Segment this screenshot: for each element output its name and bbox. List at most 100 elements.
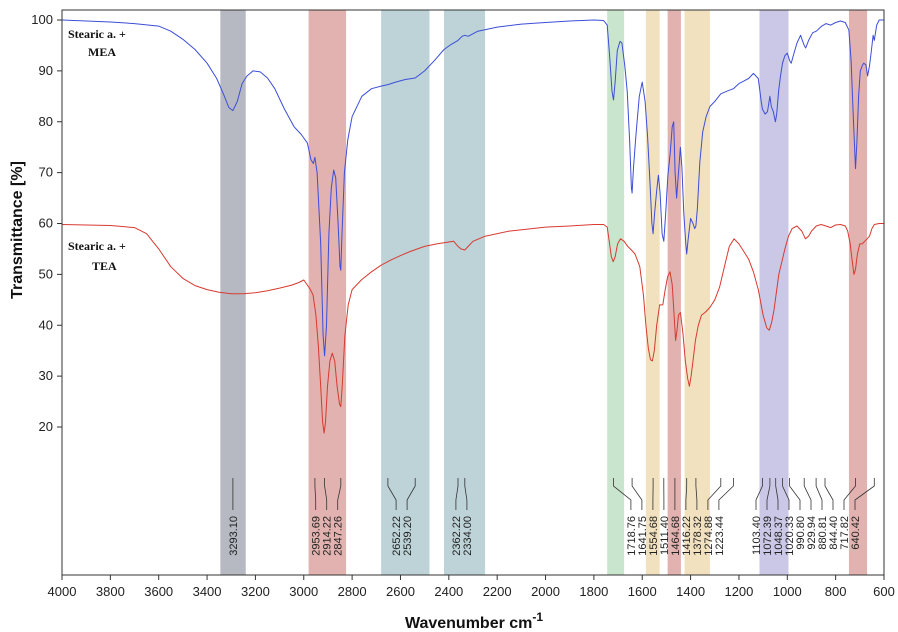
peak-label: 1554.68 [648, 516, 660, 556]
peak-label: 2914.22 [322, 516, 334, 556]
peak-label: 1103.40 [751, 516, 763, 555]
peak-leader-line [854, 478, 875, 510]
x-tick-label: 3200 [241, 584, 270, 599]
series-line-tea [61, 223, 884, 434]
series-label-tea-line1: Stearic a. + [68, 239, 126, 253]
x-tick-label: 1000 [773, 584, 802, 599]
peak-label: 1274.88 [703, 516, 715, 556]
x-axis-title-text: Wavenumber cm [405, 615, 532, 632]
peak-label: 1072.39 [762, 516, 774, 556]
peak-label: 717.82 [839, 516, 851, 550]
highlight-band [667, 10, 681, 575]
peak-leader-line [314, 478, 317, 510]
y-tick-label: 90 [39, 63, 53, 78]
highlight-band [443, 10, 486, 575]
peak-leader-line [755, 478, 763, 510]
highlight-band [607, 10, 625, 575]
peak-label: 1416.22 [681, 516, 693, 556]
peak-label: 2953.69 [311, 516, 323, 556]
series-label-tea-line2: TEA [92, 259, 117, 273]
highlight-band [381, 10, 430, 575]
peak-leader-line [685, 478, 688, 510]
highlight-bands [220, 10, 868, 575]
peak-label: 2539.20 [402, 516, 414, 556]
peak-label: 844.40 [828, 516, 840, 550]
peak-label: 2362.22 [451, 516, 463, 556]
series-line-mea [61, 19, 884, 357]
peak-label: 1511.40 [659, 516, 671, 555]
x-tick-label: 4000 [48, 584, 77, 599]
peak-leader-line [775, 478, 779, 510]
series-label-mea-line2: MEA [88, 45, 116, 59]
x-tick-label: 1800 [579, 584, 608, 599]
peak-label: 1641.75 [637, 516, 649, 556]
x-tick-label: 2400 [434, 584, 463, 599]
peak-leader-line [824, 478, 834, 510]
peak-leader-line [766, 478, 771, 510]
x-axis-title: Wavenumber cm-1 [405, 610, 543, 632]
peak-leader-line [631, 478, 643, 510]
series-label-mea-line1: Stearic a. + [68, 27, 126, 41]
y-tick-label: 60 [39, 216, 53, 231]
peak-leader-line [406, 478, 416, 510]
peak-leader-line [718, 478, 734, 510]
x-tick-label: 1400 [676, 584, 705, 599]
peak-leader-line [707, 478, 722, 510]
peak-leader-line [803, 478, 812, 510]
x-tick-label: 800 [825, 584, 847, 599]
y-tick-label: 50 [39, 266, 53, 281]
peak-leader-line [613, 478, 632, 510]
y-tick-label: 20 [39, 419, 53, 434]
peak-leader-line [695, 478, 698, 510]
y-axis-title: Transmittance [%] [9, 161, 26, 299]
x-tick-label: 2800 [338, 584, 367, 599]
x-tick-label: 3000 [289, 584, 318, 599]
highlight-band [684, 10, 710, 575]
peak-label: 3293.10 [228, 516, 240, 556]
highlight-band [645, 10, 660, 575]
peak-leader-line [843, 478, 856, 510]
x-tick-label: 2000 [531, 584, 560, 599]
peak-leader-line [789, 478, 801, 510]
x-tick-label: 1600 [628, 584, 657, 599]
highlight-band [848, 10, 868, 575]
y-tick-label: 30 [39, 368, 53, 383]
peak-label: 1378.32 [692, 516, 704, 556]
x-tick-label: 3400 [193, 584, 222, 599]
peak-leader-line [337, 478, 342, 510]
x-tick-label: 3600 [144, 584, 173, 599]
peak-label: 2847.26 [333, 516, 345, 556]
plot-frame [61, 9, 885, 576]
peak-label: 990.80 [795, 516, 807, 550]
peak-leader-line [387, 478, 397, 510]
peak-leader-line [324, 478, 328, 510]
peak-leader-line [815, 478, 823, 510]
peak-label: 1464.68 [670, 516, 682, 556]
x-tick-label: 2200 [483, 584, 512, 599]
peak-leader-line [782, 478, 790, 510]
peak-label: 880.81 [817, 516, 829, 550]
peak-label: 929.94 [806, 516, 818, 550]
y-tick-label: 100 [31, 12, 53, 27]
peak-label: 1048.37 [773, 516, 785, 556]
spectrum-series [61, 19, 884, 434]
peak-leader-line [455, 478, 459, 510]
peak-label: 2334.00 [462, 516, 474, 556]
peak-label: 1223.44 [714, 516, 726, 556]
peak-annotations: 3293.10 2953.69 2914.22 2847.26 2652.22 2539.… [228, 478, 875, 556]
peak-label: 1020.33 [784, 516, 796, 556]
peak-label: 640.42 [850, 516, 862, 550]
axis-ticks: 4000 3800 3600 3400 3200 3000 2800 2600 2400 2200… [31, 12, 895, 599]
x-tick-label: 3800 [96, 584, 125, 599]
x-axis-title-superscript: -1 [532, 610, 543, 624]
peak-leader-line [464, 478, 468, 510]
peak-label: 2652.22 [391, 516, 403, 556]
y-tick-label: 80 [39, 114, 53, 129]
y-tick-label: 40 [39, 317, 53, 332]
highlight-band [759, 10, 789, 575]
y-tick-label: 70 [39, 165, 53, 180]
x-tick-label: 1200 [724, 584, 753, 599]
x-tick-label: 2600 [386, 584, 415, 599]
peak-label: 1718.76 [626, 516, 638, 556]
